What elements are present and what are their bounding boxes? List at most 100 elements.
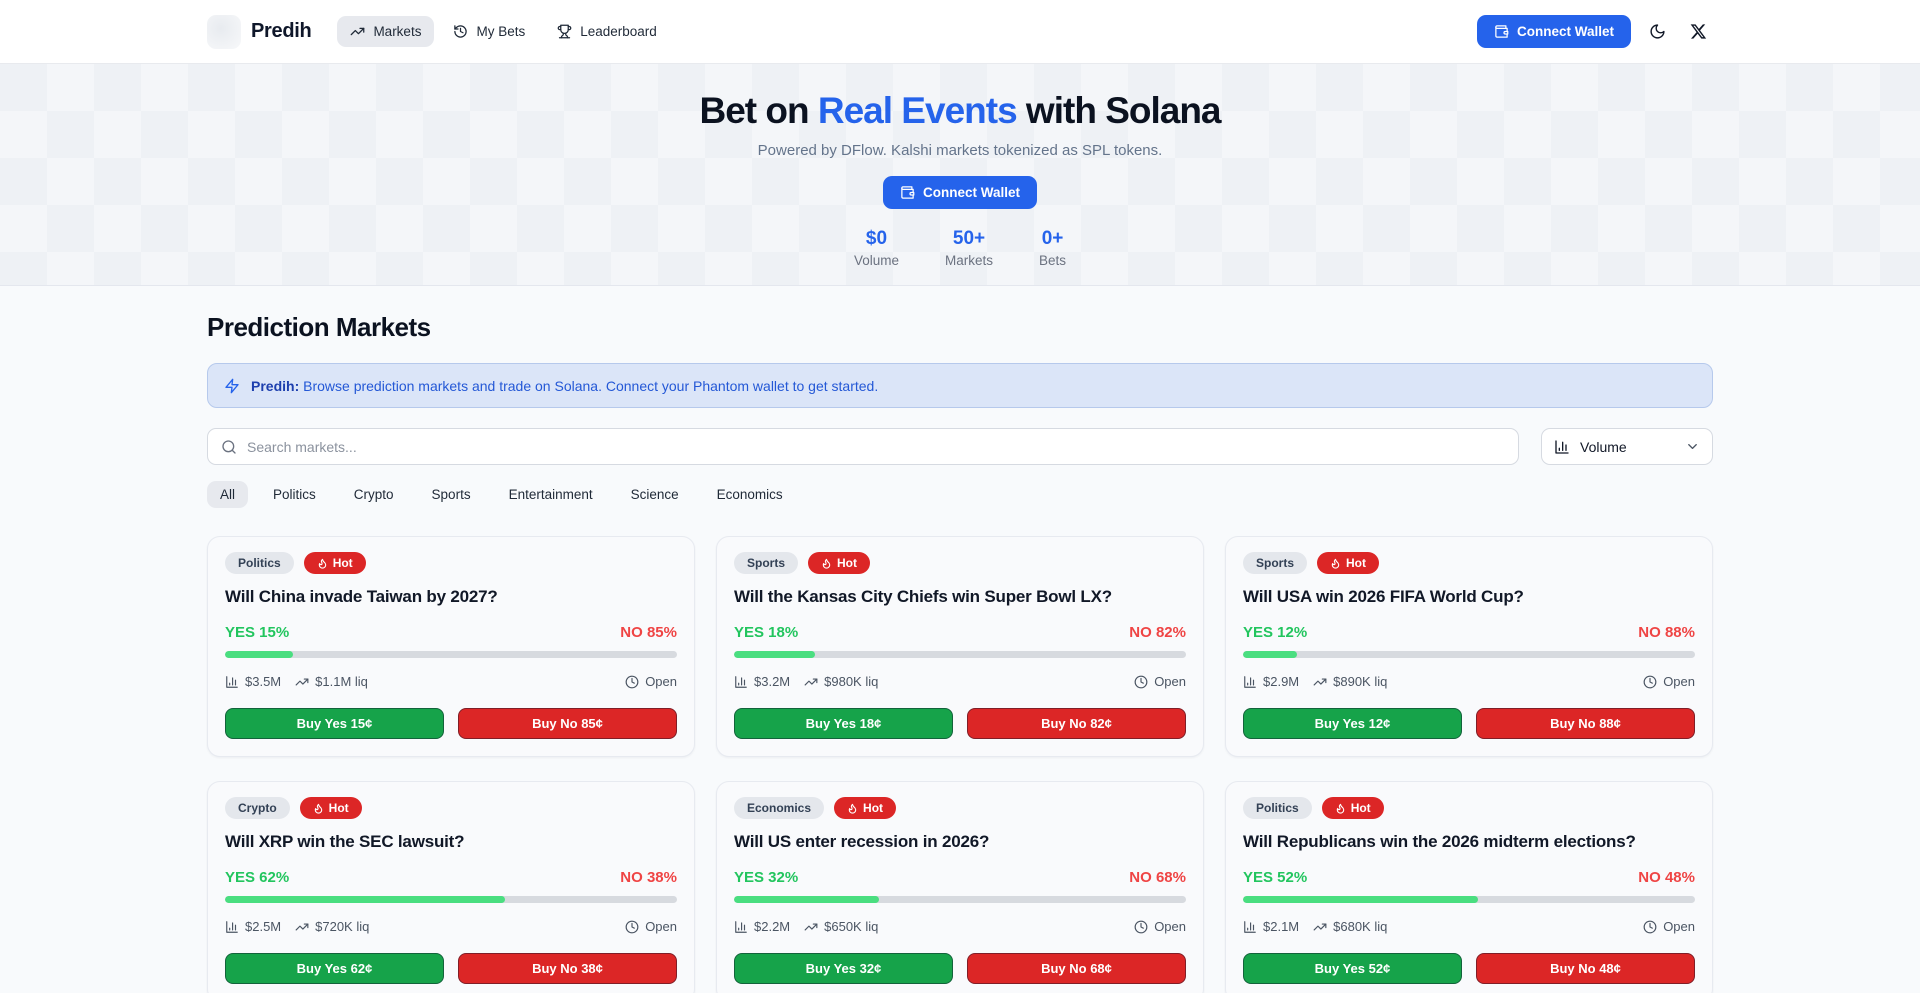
buy-yes-button[interactable]: Buy Yes 18¢ [734,708,953,739]
zap-icon [224,378,240,394]
probability-bar [225,651,677,658]
hero-title-highlight: Real Events [817,90,1018,131]
no-percentage: NO 38% [620,869,677,886]
probability-bar [734,651,1186,658]
flame-icon [821,558,832,569]
hot-badge: Hot [299,797,362,819]
yes-percentage: YES 52% [1243,869,1308,886]
clock-icon [625,675,639,689]
flame-icon [1330,558,1341,569]
progress-yes [1243,896,1479,903]
category-tab-entertainment[interactable]: Entertainment [496,481,606,508]
buy-no-button[interactable]: Buy No 88¢ [1476,708,1695,739]
probability-bar [225,896,677,903]
market-status: Open [1643,919,1695,934]
stat-volume: $0 Volume [853,228,899,268]
category-badge: Sports [1243,552,1308,574]
hot-badge: Hot [834,797,897,819]
top-navbar: Predih Markets My Bets Leaderboard [0,0,1920,64]
market-card: Crypto Hot Will XRP win the SEC lawsuit?… [207,781,695,993]
history-icon [453,24,468,39]
page-title: Prediction Markets [207,312,431,342]
buy-yes-button[interactable]: Buy Yes 15¢ [225,708,444,739]
no-percentage: NO 82% [1129,624,1186,641]
theme-toggle-button[interactable] [1643,17,1672,46]
trending-up-icon [1313,675,1327,689]
nav-item-markets[interactable]: Markets [337,16,435,47]
hot-badge: Hot [303,552,366,574]
probability-bar [1243,896,1695,903]
nav-item-my-bets[interactable]: My Bets [440,16,538,47]
clock-icon [1643,675,1657,689]
flame-icon [313,803,324,814]
category-tab-sports[interactable]: Sports [419,481,484,508]
market-card: Politics Hot Will Republicans win the 20… [1225,781,1713,993]
stat-markets: 50+ Markets [945,228,994,268]
buy-no-button[interactable]: Buy No 82¢ [967,708,1186,739]
nav-item-label: Markets [373,24,422,39]
trending-up-icon [295,675,309,689]
buy-yes-button[interactable]: Buy Yes 32¢ [734,953,953,984]
liquidity-stat: $890K liq [1313,674,1387,689]
market-card: Economics Hot Will US enter recession in… [716,781,1204,993]
market-question: Will USA win 2026 FIFA World Cup? [1243,587,1524,606]
category-tab-politics[interactable]: Politics [260,481,329,508]
flame-icon [847,803,858,814]
trending-up-icon [350,24,365,39]
hero-title: Bet on Real Events with Solana [699,90,1221,131]
category-tab-science[interactable]: Science [618,481,692,508]
bar-chart-icon [225,920,239,934]
x-logo-icon [1690,23,1707,40]
clock-icon [625,920,639,934]
hero-connect-wallet-button[interactable]: Connect Wallet [882,176,1037,209]
bar-chart-icon [225,675,239,689]
buy-no-button[interactable]: Buy No 68¢ [967,953,1186,984]
market-card: Politics Hot Will China invade Taiwan by… [207,536,695,757]
market-question: Will XRP win the SEC lawsuit? [225,832,465,851]
buy-no-button[interactable]: Buy No 85¢ [458,708,677,739]
trending-up-icon [295,920,309,934]
category-tab-crypto[interactable]: Crypto [341,481,407,508]
progress-yes [1243,651,1298,658]
stat-bets: 0+ Bets [1039,228,1067,268]
connect-wallet-button[interactable]: Connect Wallet [1476,15,1631,48]
sort-label: Volume [1580,438,1627,455]
buy-no-button[interactable]: Buy No 48¢ [1476,953,1695,984]
search-input[interactable] [247,438,1505,455]
category-tab-all[interactable]: All [207,481,249,508]
buy-no-button[interactable]: Buy No 38¢ [458,953,677,984]
market-status: Open [625,919,677,934]
wallet-icon [900,185,915,200]
info-banner: Predih: Browse prediction markets and tr… [207,363,1713,408]
progress-yes [734,896,879,903]
market-question: Will Republicans win the 2026 midterm el… [1243,832,1636,851]
market-status: Open [1134,919,1186,934]
flame-icon [1335,803,1346,814]
bar-chart-icon [734,675,748,689]
no-percentage: NO 68% [1129,869,1186,886]
volume-stat: $2.1M [1243,919,1299,934]
nav-item-leaderboard[interactable]: Leaderboard [544,16,670,47]
moon-icon [1649,23,1666,40]
category-tabs: All Politics Crypto Sports Entertainment Scie… [207,481,1713,508]
clock-icon [1134,920,1148,934]
trophy-icon [557,24,572,39]
chevron-down-icon [1685,439,1700,454]
liquidity-stat: $1.1M liq [295,674,368,689]
hero-subtitle: Powered by DFlow. Kalshi markets tokeniz… [757,142,1163,159]
sort-dropdown[interactable]: Volume [1541,428,1713,465]
hero-section: Bet on Real Events with Solana Powered b… [0,64,1920,286]
bar-chart-icon [1243,920,1257,934]
liquidity-stat: $720K liq [295,919,369,934]
markets-grid: Politics Hot Will China invade Taiwan by… [207,536,1713,993]
banner-text: Predih: Browse prediction markets and tr… [251,377,879,394]
buy-yes-button[interactable]: Buy Yes 52¢ [1243,953,1462,984]
twitter-x-link[interactable] [1684,17,1713,46]
yes-percentage: YES 12% [1243,624,1308,641]
clock-icon [1134,675,1148,689]
progress-yes [225,896,506,903]
category-tab-economics[interactable]: Economics [704,481,796,508]
buy-yes-button[interactable]: Buy Yes 62¢ [225,953,444,984]
buy-yes-button[interactable]: Buy Yes 12¢ [1243,708,1462,739]
market-card: Sports Hot Will the Kansas City Chiefs w… [716,536,1204,757]
